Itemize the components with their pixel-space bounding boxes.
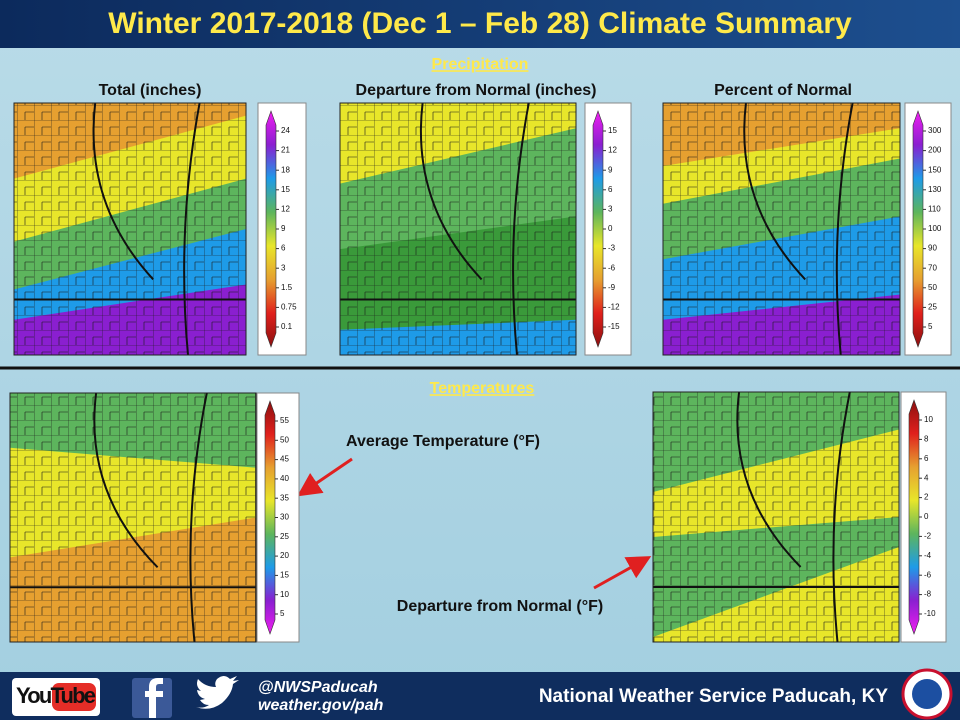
state-line <box>340 102 576 356</box>
colorbar-label: 0.1 <box>281 322 293 331</box>
map-label: Departure from Normal (inches) <box>356 82 597 99</box>
colorbar-label: -15 <box>608 322 620 331</box>
map-label: Average Temperature (°F) <box>346 433 540 450</box>
colorbar-label: 20 <box>280 551 289 560</box>
colorbar-label: 50 <box>280 435 289 444</box>
map-label: Departure from Normal (°F) <box>397 598 603 615</box>
county-lines <box>10 393 256 642</box>
colorbar-label: 2 <box>924 493 929 502</box>
map-label: Total (inches) <box>99 82 202 99</box>
colorbar-label: -4 <box>924 551 932 560</box>
colorbar-label: 0 <box>608 224 613 233</box>
colorbar-label: -6 <box>924 570 932 579</box>
colorbar <box>908 399 920 635</box>
colorbar-label: -9 <box>608 283 616 292</box>
colorbar-label: -3 <box>608 244 616 253</box>
colorbar-label: 9 <box>608 165 613 174</box>
state-line <box>14 102 246 356</box>
colorbar-panel <box>900 391 947 643</box>
facebook-f <box>145 678 163 718</box>
title: Winter 2017-2018 (Dec 1 – Feb 28) Climat… <box>108 7 852 40</box>
colorbar-label: 21 <box>281 146 290 155</box>
colorbar-label: 6 <box>281 244 286 253</box>
map-frame <box>652 391 900 643</box>
colorbar-label: 15 <box>608 126 617 135</box>
map-frame <box>13 102 247 356</box>
youtube-text: YouTube <box>16 683 96 708</box>
colorbar-label: 50 <box>928 283 937 292</box>
colorbar-label: 55 <box>280 416 289 425</box>
colorbar-label: 25 <box>280 532 289 541</box>
colorbar-label: 45 <box>280 455 289 464</box>
colorbar-label: 70 <box>928 263 937 272</box>
colorbar-label: 90 <box>928 244 937 253</box>
colorbar-label: -8 <box>924 590 932 599</box>
colorbar-label: 8 <box>924 435 929 444</box>
colorbar-label: 12 <box>281 205 290 214</box>
colorbar-label: 12 <box>608 146 617 155</box>
colorbar-label: 0.75 <box>281 303 297 312</box>
colorbar-label: 35 <box>280 493 289 502</box>
state-line <box>653 391 899 643</box>
state-line <box>663 102 900 356</box>
website: weather.gov/pah <box>258 697 384 714</box>
colorbar-label: 6 <box>608 185 613 194</box>
colorbar-label: 25 <box>928 303 937 312</box>
state-line <box>10 392 256 643</box>
colorbar-label: 3 <box>281 263 286 272</box>
county-lines <box>663 103 900 355</box>
colorbar-label: -6 <box>608 263 616 272</box>
colorbar-label: -2 <box>924 532 932 541</box>
colorbar-label: 30 <box>280 513 289 522</box>
colorbar-label: 150 <box>928 165 942 174</box>
colorbar-label: 5 <box>928 322 933 331</box>
colorbar-label: 200 <box>928 146 942 155</box>
colorbar-label: 130 <box>928 185 942 194</box>
map-label: Percent of Normal <box>714 82 852 99</box>
colorbar-label: 15 <box>281 185 290 194</box>
colorbar-label: -12 <box>608 303 620 312</box>
colorbar-label: 5 <box>280 609 285 618</box>
colorbar-label: 40 <box>280 474 289 483</box>
arrow <box>593 556 652 590</box>
colorbar-label: 3 <box>608 205 613 214</box>
handle: @NWSPaducah <box>258 679 378 696</box>
map-frame <box>339 102 577 356</box>
colorbar-label: 9 <box>281 224 286 233</box>
colorbar-label: 1.5 <box>281 283 293 292</box>
colorbar-panel <box>904 102 952 356</box>
colorbar-label: 18 <box>281 165 290 174</box>
colorbar <box>264 400 276 635</box>
colorbar <box>265 110 277 348</box>
county-lines <box>653 392 899 642</box>
section-heading: Precipitation <box>432 56 529 73</box>
office-name: National Weather Service Paducah, KY <box>539 686 888 707</box>
twitter-icon[interactable] <box>196 676 239 709</box>
colorbar-label: 10 <box>280 590 289 599</box>
colorbar-label: 6 <box>924 454 929 463</box>
colorbar-label: 100 <box>928 224 942 233</box>
map-frame <box>662 102 901 356</box>
map-frame <box>9 392 257 643</box>
colorbar-panel <box>584 102 632 356</box>
arrow <box>297 457 353 497</box>
colorbar-label: 15 <box>280 571 289 580</box>
colorbar-label: 110 <box>928 205 941 214</box>
title-bar <box>0 0 960 48</box>
nws-logo-inner <box>912 679 942 709</box>
colorbar <box>592 110 604 348</box>
county-lines <box>14 103 246 355</box>
youtube-logo-box <box>52 683 96 711</box>
colorbar-label: -10 <box>924 609 936 618</box>
colorbar <box>912 110 924 348</box>
colorbar-label: 10 <box>924 415 933 424</box>
colorbar-label: 4 <box>924 473 929 482</box>
county-lines <box>340 103 576 355</box>
colorbar-label: 0 <box>924 512 929 521</box>
colorbar-label: 24 <box>281 126 290 135</box>
colorbar-label: 300 <box>928 126 942 135</box>
section-heading: Temperatures <box>430 380 535 397</box>
